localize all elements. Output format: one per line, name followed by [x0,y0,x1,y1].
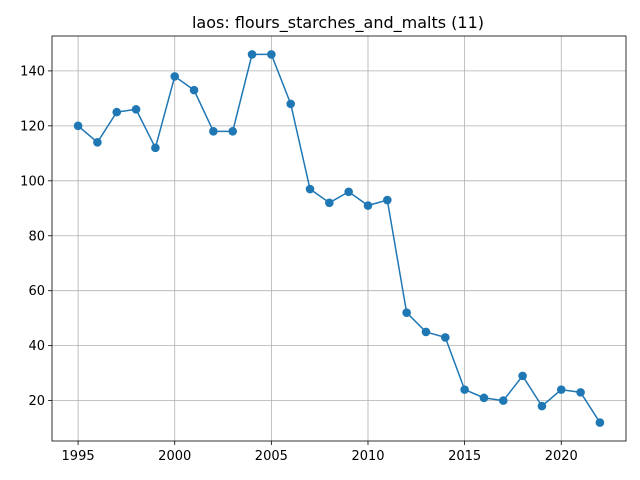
data-point [286,99,295,109]
data-point [247,50,257,59]
y-tick-label: 100 [20,174,45,189]
y-tick-label: 20 [28,394,45,409]
data-point [363,201,373,210]
data-series [73,50,605,427]
data-point [93,138,102,147]
plot-frame [51,35,627,442]
data-point [170,72,180,81]
series-line [77,53,601,423]
x-tick-label: 1995 [62,449,95,464]
x-tick-label: 2020 [545,449,578,464]
data-point [267,50,276,59]
data-point [595,418,605,427]
data-point [383,195,392,205]
data-point [402,308,411,317]
x-tick-label: 2005 [255,449,288,464]
y-tick-label: 40 [28,339,45,354]
data-point [131,105,141,114]
data-point [518,371,527,381]
y-tick-label: 80 [28,229,45,244]
y-tick-label: 120 [20,119,45,134]
data-point [344,187,353,197]
data-point [325,198,334,208]
axes [51,35,627,442]
y-axis-ticks: 20 40 60 80 100 120 140 [20,64,52,409]
grid [52,36,626,441]
data-point [498,396,508,405]
data-point [228,127,238,136]
data-point [112,107,122,117]
x-axis-ticks: 1995 2000 2005 2010 2015 2020 [62,441,578,464]
x-tick-label: 2000 [158,449,191,464]
data-point [305,184,315,194]
data-point [576,388,585,397]
x-tick-label: 2010 [351,449,384,464]
data-point [189,85,199,95]
data-point [556,385,566,394]
data-point [537,401,547,411]
y-tick-label: 60 [28,284,45,299]
data-point [440,333,450,342]
data-point [421,327,431,337]
x-tick-label: 2015 [448,449,481,464]
data-point [479,393,489,403]
data-point [460,385,469,394]
data-point [209,127,218,136]
data-point [73,121,83,131]
y-tick-label: 140 [20,64,45,79]
chart-title: laos: flours_starches_and_malts (11) [192,13,484,33]
data-point [151,143,160,153]
